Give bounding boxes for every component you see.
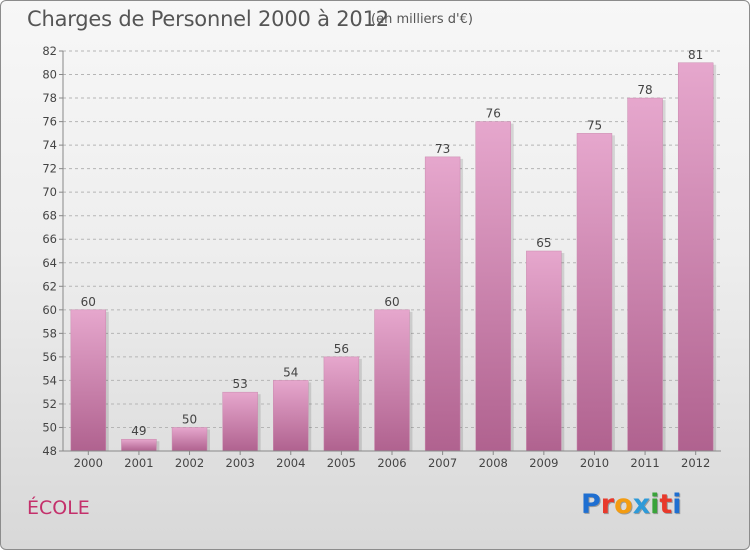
value-label-2008: 76 [486, 107, 501, 121]
y-tick-label: 62 [42, 279, 57, 293]
y-tick-label: 66 [42, 232, 57, 246]
bar-2000 [70, 309, 107, 452]
bar-2001 [121, 438, 157, 452]
bar-2009 [526, 250, 562, 452]
logo-letter: i [650, 489, 660, 520]
x-axis-ticks: 2000 2001 2002 2003 2004 2005 2006 2007 2008 2009… [63, 450, 721, 470]
chart-subtitle: (en milliers d'€) [371, 12, 473, 27]
y-tick-label: 68 [42, 209, 57, 223]
x-tick-label: 2011 [630, 456, 659, 470]
y-axis-ticks: 48 50 52 54 56 58 60 62 64 66 68 70 72 74 76 78 80 82 [42, 44, 64, 458]
bar-2007 [424, 156, 461, 452]
y-tick-label: 70 [42, 185, 57, 199]
y-tick-label: 64 [42, 256, 57, 270]
value-label-2009: 65 [536, 236, 551, 250]
y-tick-label: 74 [42, 138, 57, 152]
x-tick-label: 2001 [124, 456, 153, 470]
value-label-2003: 53 [233, 377, 248, 391]
y-tick-label: 50 [42, 420, 57, 434]
logo-letter: r [600, 489, 615, 520]
x-tick-label: 2009 [529, 456, 558, 470]
logo-letter: P [581, 489, 601, 520]
bars [70, 62, 717, 452]
proxiti-logo[interactable]: Proxiti [581, 489, 682, 520]
y-tick-label: 56 [42, 350, 57, 364]
x-tick-label: 2002 [175, 456, 204, 470]
data-labels: 60 49 50 53 54 56 60 73 76 65 75 78 81 [81, 48, 704, 438]
bar-2008 [475, 121, 511, 452]
y-tick-label: 58 [42, 326, 57, 340]
value-label-2002: 50 [182, 412, 197, 426]
value-label-2007: 73 [435, 142, 450, 156]
y-tick-label: 48 [42, 444, 57, 458]
y-tick-label: 60 [42, 303, 57, 317]
x-tick-label: 2007 [428, 456, 457, 470]
value-label-2000: 60 [81, 295, 96, 309]
value-label-2006: 60 [384, 295, 399, 309]
y-tick-label: 76 [42, 115, 57, 129]
x-tick-label: 2012 [681, 456, 710, 470]
x-tick-label: 2004 [276, 456, 305, 470]
x-tick-label: 2005 [327, 456, 356, 470]
value-label-2011: 78 [637, 83, 652, 97]
bar-2002 [171, 427, 208, 452]
logo-letter: o [614, 489, 633, 520]
chart-title: Charges de Personnel 2000 à 2012 [27, 7, 389, 31]
y-tick-label: 54 [42, 373, 57, 387]
bar-2010 [576, 133, 613, 452]
x-tick-label: 2010 [580, 456, 609, 470]
bar-2003 [222, 391, 258, 452]
y-tick-label: 52 [42, 397, 57, 411]
logo-letter: i [672, 489, 682, 520]
logo-letter: t [659, 489, 673, 520]
bar-2006 [374, 309, 410, 452]
y-tick-label: 82 [42, 44, 57, 58]
value-label-2005: 56 [334, 342, 349, 356]
x-tick-label: 2006 [377, 456, 406, 470]
bar-2005 [323, 356, 360, 452]
y-tick-label: 78 [42, 91, 57, 105]
bar-2012 [677, 62, 714, 452]
logo-letter: x [632, 489, 651, 520]
bar-2004 [273, 380, 309, 452]
value-label-2001: 49 [131, 424, 146, 438]
x-tick-label: 2000 [74, 456, 103, 470]
x-tick-label: 2003 [226, 456, 255, 470]
y-tick-label: 72 [42, 162, 57, 176]
value-label-2004: 54 [283, 365, 298, 379]
location-label: ÉCOLE [27, 497, 90, 519]
y-tick-label: 80 [42, 68, 57, 82]
value-label-2010: 75 [587, 118, 602, 132]
value-label-2012: 81 [688, 48, 703, 62]
x-tick-label: 2008 [479, 456, 508, 470]
bar-2011 [627, 97, 663, 452]
